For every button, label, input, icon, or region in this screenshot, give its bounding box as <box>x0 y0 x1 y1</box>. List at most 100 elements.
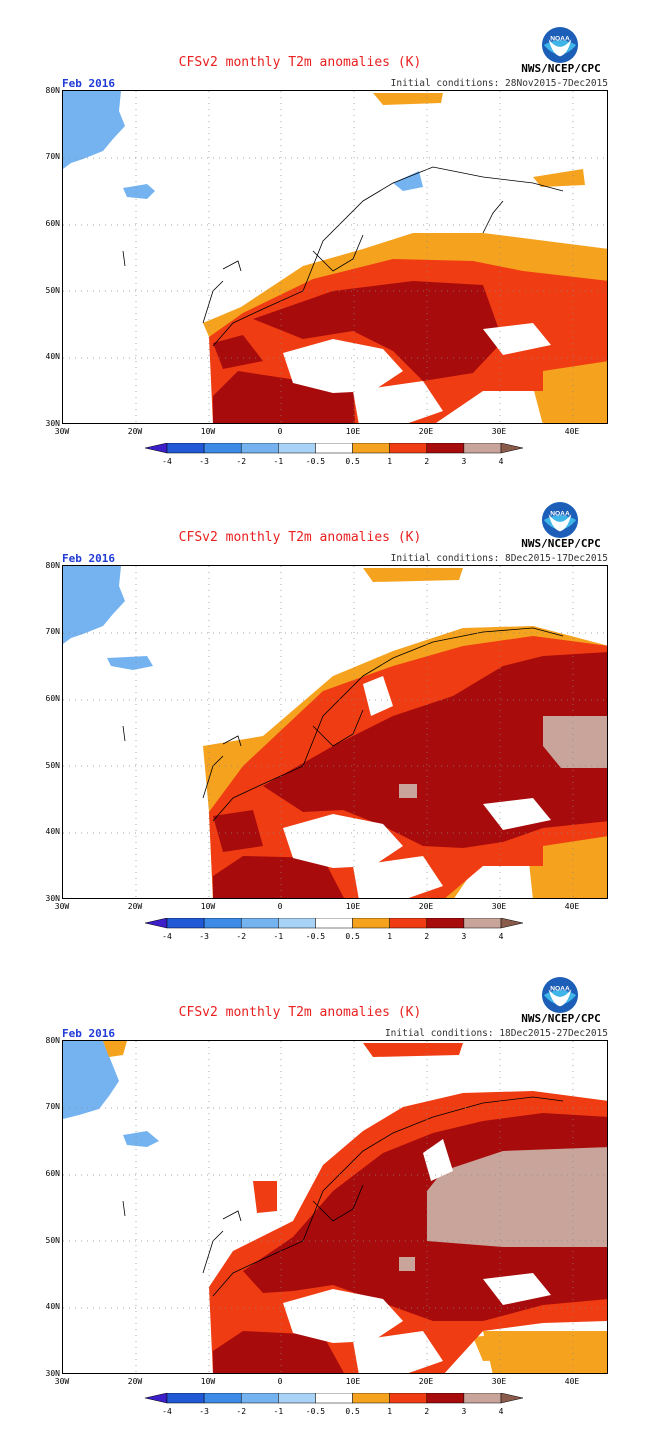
colorbar-tick-label: -2 <box>236 1407 246 1416</box>
colorbar-segment <box>166 918 205 929</box>
colorbar-tick-label: 1 <box>387 457 392 466</box>
lon-label: 0 <box>277 902 283 911</box>
lon-label: 20E <box>418 427 434 436</box>
colorbar-segment <box>352 443 390 454</box>
warm-anomaly-region-1 <box>373 93 443 105</box>
colorbar-tick-label: -2 <box>236 457 246 466</box>
colorbar-tick-label: 3 <box>461 457 466 466</box>
sea-region <box>283 339 403 393</box>
colorbar-tick-label: -3 <box>199 932 209 941</box>
lat-label: 80N <box>45 86 60 95</box>
lat-label: 50N <box>45 761 60 770</box>
colorbar-segment <box>389 1393 428 1404</box>
lat-label: 30N <box>45 419 60 428</box>
colorbar-tick-label: -0.5 <box>306 457 325 466</box>
colorbar-segment <box>352 1393 390 1404</box>
warm-anomaly-region-1 <box>533 169 585 187</box>
gridlines <box>63 91 607 423</box>
lat-label: 70N <box>45 152 60 161</box>
coastline <box>122 1096 564 1297</box>
warm-anomaly-region-4 <box>399 784 417 798</box>
sea-region <box>283 1289 403 1343</box>
colorbar-segment <box>463 918 502 929</box>
lon-label: 10W <box>200 427 216 436</box>
colorbar-tick-label: -4 <box>162 932 172 941</box>
forecast-panel-3: CFSv2 monthly T2m anomalies (K) NOAA NWS… <box>0 950 668 1420</box>
warm-anomaly-region-2 <box>253 1181 277 1213</box>
lat-label: 60N <box>45 1169 60 1178</box>
colorbar-segment <box>389 918 428 929</box>
warm-anomaly-region-4 <box>427 1147 607 1247</box>
warm-anomaly-region-3 <box>263 652 607 848</box>
forecast-month: Feb 2016 <box>62 77 115 90</box>
colorbar-tick-label: -1 <box>274 1407 284 1416</box>
agency-label: NWS/NCEP/CPC <box>521 62 601 75</box>
lon-label: 30E <box>491 427 507 436</box>
colorbar-tick-label: 3 <box>461 1407 466 1416</box>
sea-region <box>353 856 443 898</box>
lat-label: 50N <box>45 286 60 295</box>
panel-title: CFSv2 monthly T2m anomalies (K) <box>178 530 422 545</box>
warm-anomaly-region-4 <box>543 716 607 768</box>
colorbar-segment <box>389 443 428 454</box>
colorbar-segment <box>463 1393 502 1404</box>
colorbar-tick-label: 2 <box>424 932 429 941</box>
colorbar-tick-label: -0.5 <box>306 1407 325 1416</box>
cold-anomaly-region <box>63 1041 119 1119</box>
sea-region <box>353 381 443 423</box>
initial-conditions: Initial conditions: 18Dec2015-27Dec2015 <box>384 1028 608 1039</box>
colorbar-tick-label: -4 <box>162 457 172 466</box>
forecast-month: Feb 2016 <box>62 1027 115 1040</box>
agency-label: NWS/NCEP/CPC <box>521 537 601 550</box>
colorbar-segment <box>315 443 353 454</box>
lon-label: 30W <box>54 902 70 911</box>
colorbar-segment <box>315 918 353 929</box>
lat-label: 60N <box>45 219 60 228</box>
lat-label: 70N <box>45 627 60 636</box>
lon-label: 30W <box>54 427 70 436</box>
initial-conditions: Initial conditions: 8Dec2015-17Dec2015 <box>390 553 608 564</box>
anomaly-map <box>62 1040 608 1374</box>
sea-region <box>353 1331 443 1373</box>
colorbar-segment <box>203 443 242 454</box>
colorbar-segment <box>352 918 390 929</box>
warm-anomaly-region-3 <box>213 335 263 369</box>
lon-label: 30E <box>491 902 507 911</box>
sea-region <box>423 1139 453 1181</box>
panel-title: CFSv2 monthly T2m anomalies (K) <box>178 55 422 70</box>
colorbar-tick-label: 3 <box>461 932 466 941</box>
cold-anomaly-region <box>63 91 125 169</box>
colorbar-segment <box>145 443 168 454</box>
colorbar-segment <box>166 1393 205 1404</box>
lat-label: 60N <box>45 694 60 703</box>
lat-label: 50N <box>45 1236 60 1245</box>
colorbar-segment <box>203 918 242 929</box>
colorbar-segment <box>240 918 279 929</box>
forecast-panel-1: CFSv2 monthly T2m anomalies (K) NOAA NWS… <box>0 0 668 470</box>
colorbar-segment <box>203 1393 242 1404</box>
warm-anomaly-region-3 <box>213 810 263 852</box>
warm-anomaly-region-3 <box>213 856 344 898</box>
warm-anomaly-region-1 <box>473 1331 543 1361</box>
lon-label: 10W <box>200 1377 216 1386</box>
lon-label: 30E <box>491 1377 507 1386</box>
lon-label: 20W <box>127 427 143 436</box>
colorbar-tick-label: -4 <box>162 1407 172 1416</box>
warm-anomaly-region-1 <box>103 1041 127 1057</box>
colorbar-segment <box>145 918 168 929</box>
lon-label: 10E <box>345 427 361 436</box>
colorbar: -4 -3 -2 -1 -0.5 0.5 1 2 3 4 <box>145 1393 523 1416</box>
warm-anomaly-region-3 <box>253 281 503 381</box>
map-svg <box>63 1041 607 1373</box>
colorbar-tick-label: -1 <box>274 932 284 941</box>
lon-label: 30W <box>54 1377 70 1386</box>
agency-label: NWS/NCEP/CPC <box>521 1012 601 1025</box>
cold-anomaly-region <box>107 656 153 670</box>
cold-anomaly-region <box>123 184 155 199</box>
colorbar-segment <box>426 1393 465 1404</box>
colorbar-segment <box>426 918 465 929</box>
lon-label: 20W <box>127 1377 143 1386</box>
lon-label: 0 <box>277 427 283 436</box>
lat-label: 70N <box>45 1102 60 1111</box>
colorbar-segment <box>463 443 502 454</box>
